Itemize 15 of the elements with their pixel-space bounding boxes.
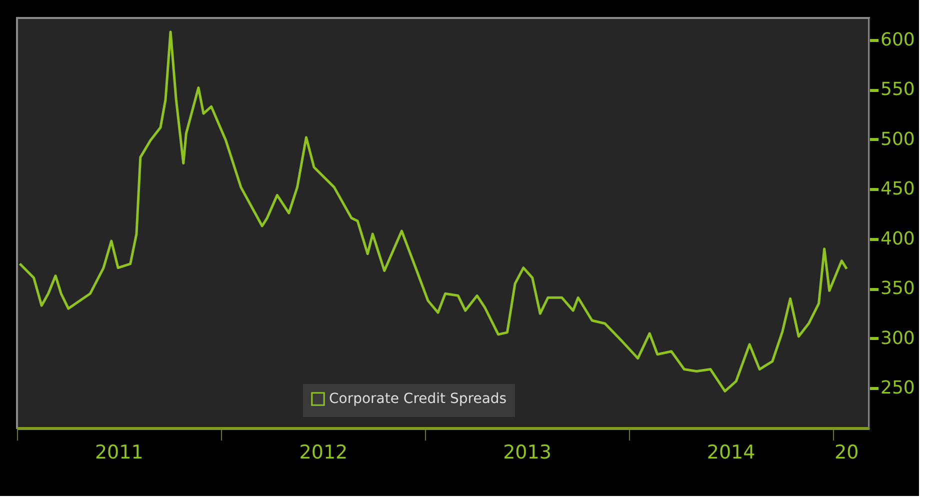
y-tick-label: 350	[880, 278, 915, 300]
y-tick-label: 550	[880, 79, 915, 100]
x-tick-label: 2012	[299, 442, 348, 464]
x-tick-label: 2013	[503, 442, 552, 464]
y-tick-label: 450	[880, 178, 915, 200]
y-tick-label: 400	[880, 228, 915, 250]
y-tick-label: 250	[880, 378, 915, 399]
x-tick-label: 2014	[706, 442, 756, 464]
y-tick-label: 500	[880, 128, 915, 150]
y-tick-label: 300	[880, 328, 915, 349]
y-tick-label: 600	[880, 29, 915, 50]
x-tick-label: 2011	[94, 442, 144, 464]
line-series	[18, 30, 848, 392]
legend-label: Corporate Credit Spreads	[329, 391, 507, 407]
x-tick-label: 20	[834, 442, 859, 464]
